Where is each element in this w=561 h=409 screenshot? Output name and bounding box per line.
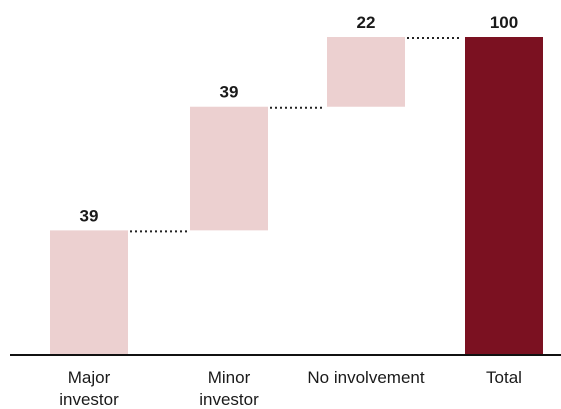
- connectors-group: [130, 37, 462, 233]
- category-label-line: Major: [68, 368, 111, 387]
- value-labels-group: 39 39 22 100: [80, 13, 519, 225]
- category-label-2: Minor investor: [199, 368, 259, 409]
- category-label-3: No involvement: [307, 368, 424, 387]
- bar-2: [190, 106, 268, 231]
- category-label-line: investor: [199, 390, 259, 409]
- category-label-line: No involvement: [307, 368, 424, 387]
- bar-1: [50, 230, 128, 354]
- bar-4: [465, 37, 543, 354]
- category-label-line: Total: [486, 368, 522, 387]
- value-label-4: 100: [490, 13, 518, 32]
- category-label-line: investor: [59, 390, 119, 409]
- category-label-line: Minor: [208, 368, 251, 387]
- category-label-1: Major investor: [59, 368, 119, 409]
- category-labels-group: Major investor Minor investor No involvement…: [59, 368, 522, 409]
- value-label-2: 39: [220, 83, 239, 102]
- bar-3: [327, 37, 405, 107]
- bars-group: [50, 37, 543, 354]
- category-label-4: Total: [486, 368, 522, 387]
- value-label-1: 39: [80, 206, 99, 225]
- value-label-3: 22: [357, 13, 376, 32]
